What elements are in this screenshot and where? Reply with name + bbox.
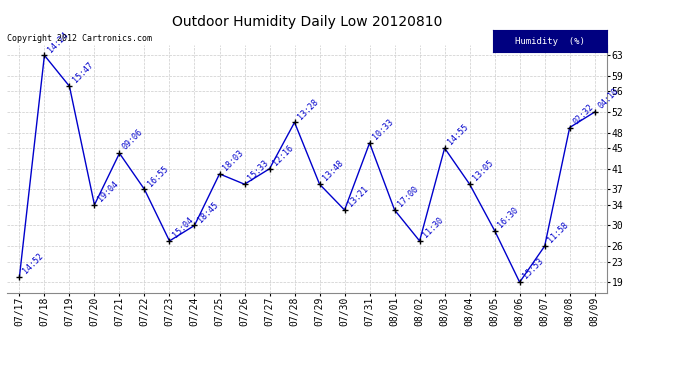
- Text: 11:58: 11:58: [546, 220, 570, 245]
- Text: 02:32: 02:32: [571, 102, 595, 126]
- Text: 13:48: 13:48: [321, 159, 345, 183]
- Text: 10:33: 10:33: [371, 117, 395, 142]
- Text: 13:21: 13:21: [346, 184, 370, 209]
- Text: 18:03: 18:03: [221, 148, 245, 172]
- Text: 18:45: 18:45: [196, 200, 220, 224]
- Text: 15:47: 15:47: [71, 61, 95, 85]
- Text: 15:33: 15:33: [246, 159, 270, 183]
- Text: 19:04: 19:04: [96, 179, 120, 204]
- Text: 16:30: 16:30: [496, 205, 520, 229]
- Title: Outdoor Humidity Daily Low 20120810: Outdoor Humidity Daily Low 20120810: [172, 15, 442, 29]
- Text: Copyright 2012 Cartronics.com: Copyright 2012 Cartronics.com: [7, 33, 152, 42]
- Text: 04:10: 04:10: [596, 87, 620, 111]
- Text: 15:04: 15:04: [171, 216, 195, 240]
- Text: 13:05: 13:05: [471, 159, 495, 183]
- Text: 14:52: 14:52: [21, 252, 45, 276]
- Text: 16:55: 16:55: [146, 164, 170, 188]
- Text: 09:06: 09:06: [121, 128, 145, 152]
- Text: 11:30: 11:30: [421, 216, 445, 240]
- Text: 13:28: 13:28: [296, 97, 320, 121]
- Text: 14:24: 14:24: [46, 30, 70, 54]
- Text: 12:16: 12:16: [271, 143, 295, 167]
- Text: 15:53: 15:53: [521, 257, 545, 281]
- Text: 17:00: 17:00: [396, 184, 420, 209]
- Text: 14:55: 14:55: [446, 123, 470, 147]
